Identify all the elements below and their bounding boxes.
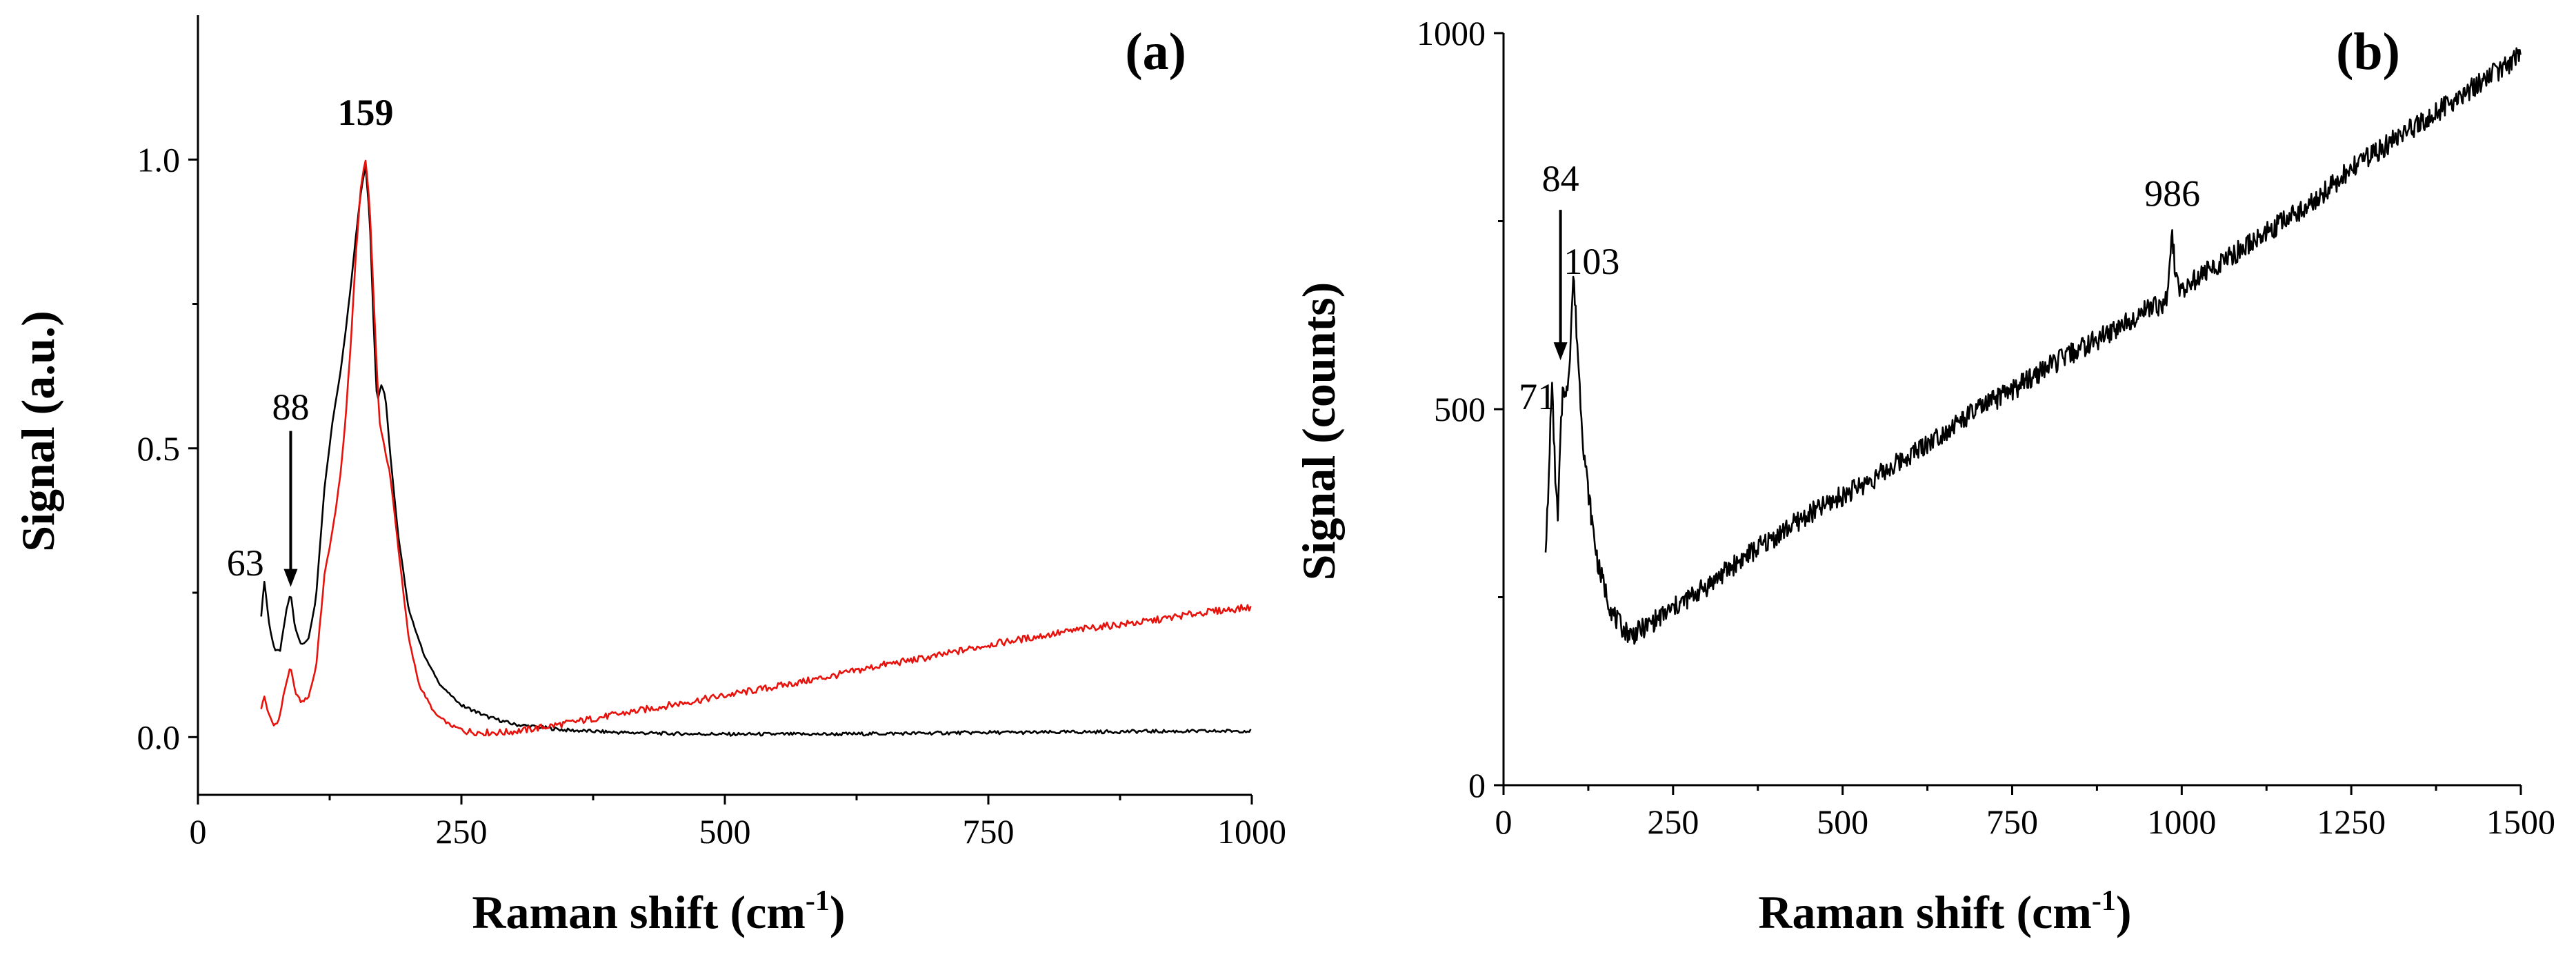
panel-a-peak-label-88: 88 [272, 386, 309, 428]
panel-a-peak-label-63: 63 [227, 542, 264, 584]
panel-a-label: (a) [1125, 23, 1186, 81]
panel-a-annotations: 159 63 88 [227, 92, 393, 587]
panel-b-xtick-label: 750 [1986, 802, 2038, 841]
panel-b-peak-label-84: 84 [1542, 158, 1579, 199]
panel-b-label: (b) [2336, 23, 2400, 81]
panel-a-series-group [260, 159, 1252, 737]
panel-b-xtick-label: 500 [1817, 802, 1868, 841]
panel-b-xlabel: Raman shift (cm-1) [1758, 885, 2131, 938]
panel-b-xtick-label: 1000 [2147, 802, 2216, 841]
panel-b-annotations: 84 103 71 986 [1519, 158, 2200, 417]
panel-a-xtick-label: 0 [190, 812, 207, 851]
panel-a-xtick-label: 750 [963, 812, 1015, 851]
panel-a: 0 250 500 750 1000 0.0 0.5 1.0 159 63 88 (a) Rama… [12, 15, 1286, 938]
panel-a-ytick-label: 1.0 [137, 140, 181, 179]
panel-a-series-black-spectrum [260, 164, 1252, 737]
panel-a-xtick-label: 1000 [1217, 812, 1286, 851]
panel-a-xtick-label: 500 [699, 812, 751, 851]
panel-b-ytick-label: 0 [1468, 766, 1486, 805]
panel-a-ticks: 0 250 500 750 1000 0.0 0.5 1.0 [137, 140, 1287, 851]
panel-b-ytick-label: 1000 [1417, 14, 1486, 52]
panel-b-series-spectrum [1544, 47, 2522, 645]
panel-b-ytick-label: 500 [1434, 390, 1486, 428]
panel-b-ylabel: Signal (counts) [1292, 282, 1345, 581]
panel-b-ticks: 0 250 500 750 1000 1250 1500 0 500 1000 [1417, 14, 2555, 841]
panel-a-ylabel: Signal (a.u.) [12, 310, 64, 552]
panel-a-ytick-label: 0.5 [137, 429, 181, 468]
panel-b-xtick-label: 0 [1495, 802, 1512, 841]
panel-b-series-group [1544, 47, 2522, 645]
panel-b: 0 250 500 750 1000 1250 1500 0 500 1000 84 103 71 98… [1292, 14, 2555, 938]
panel-b-xtick-label: 1500 [2486, 802, 2555, 841]
panel-b-xtick-label: 1250 [2317, 802, 2386, 841]
panel-b-peak-label-71: 71 [1519, 376, 1556, 417]
panel-a-peak-label-159: 159 [337, 92, 393, 133]
panel-b-axes [1502, 33, 2521, 787]
panel-b-arrow-84-head [1553, 342, 1568, 361]
panel-b-xtick-label: 250 [1647, 802, 1699, 841]
panel-a-series-red-spectrum [260, 159, 1252, 737]
panel-a-xtick-label: 250 [436, 812, 488, 851]
panel-a-ytick-label: 0.0 [137, 718, 181, 756]
panel-b-peak-label-986: 986 [2144, 173, 2200, 215]
panel-a-xlabel: Raman shift (cm-1) [472, 885, 845, 938]
panel-b-peak-label-103: 103 [1564, 241, 1619, 282]
panel-a-arrow-88-head [283, 569, 298, 587]
